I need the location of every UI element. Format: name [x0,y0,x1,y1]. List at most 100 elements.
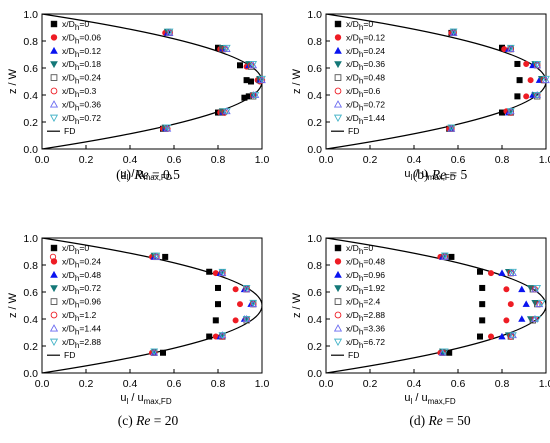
data-point [523,60,530,67]
label-subscript: l [411,173,413,182]
legend-label: x/Dh=1.44 [62,323,101,336]
label-subscript: h [359,77,363,86]
y-tick-label: 0.4 [23,90,38,102]
data-point [479,301,486,308]
caption-label: Re [428,413,443,428]
data-point [509,268,517,276]
data-point [163,124,172,132]
data-point [258,75,266,83]
data-point [533,285,542,292]
label-main: x/D [62,99,75,109]
legend-marker [49,338,59,347]
label-subscript: h [359,274,363,283]
data-point [150,348,159,356]
legend-value: =1.44 [363,113,385,123]
label-main: x/D [62,256,75,266]
legend-value: =0.48 [79,270,101,280]
data-point [506,44,515,52]
label-main: x/D [346,46,359,56]
y-tick-label: 0.2 [23,117,38,129]
label-main: x/D [62,297,75,307]
data-point [222,44,231,52]
label-main: x/D [346,73,359,83]
label-subscript: h [75,247,79,256]
label-subscript: max,FD [144,173,172,182]
label-main: x/D [62,86,75,96]
y-tick-label: 0.0 [23,368,38,380]
legend-marker [333,114,343,123]
panel-caption: (d) Re = 50 [409,413,470,428]
legend-marker [334,46,342,54]
x-tick-label: 1.0 [539,154,550,166]
x-axis-label: ul / umax,FD [404,168,455,182]
label-subscript: h [75,50,79,59]
caption-prefix: (a) [116,167,134,182]
label-main: u [404,392,410,404]
legend-marker [334,258,342,265]
label-subscript: h [359,247,363,256]
legend-value: =0.18 [79,59,101,69]
label-subscript: h [359,90,363,99]
data-point [518,285,526,293]
legend-marker [50,61,58,69]
legend-label: x/Dh=0.48 [346,73,385,86]
label-main: x/D [62,19,75,29]
label-subscript: l [411,397,413,406]
data-point [241,94,248,101]
label-subscript: h [359,287,363,296]
chart-panel: 0.0 0.2 0.4 0.6 0.8 1.0 0.0 0.2 0.4 0.6 0.8 1.0 z / … [291,9,550,182]
y-tick-label: 1.0 [23,233,38,245]
data-point [162,253,169,260]
legend-marker [334,74,342,81]
data-point [218,268,227,276]
legend-label: x/Dh=0 [346,243,373,256]
legend-marker [334,285,342,293]
label-subscript: h [359,327,363,336]
legend-label: x/Dh=1.44 [346,113,385,126]
label-main: x/D [346,86,359,96]
legend-marker [334,34,342,41]
y-axis-label: z / W [7,68,19,94]
legend-label: x/Dh=0.72 [62,283,101,296]
legend-marker [334,20,342,28]
x-tick-label: 0.2 [79,378,94,390]
legend-label: x/Dh=0.6 [346,86,381,99]
legend-marker [333,100,343,108]
data-point [503,317,510,324]
x-axis-label: ul / umax,FD [120,168,171,182]
y-tick-label: 0.8 [23,36,38,48]
data-point [527,77,534,84]
legend-label: x/Dh=2.88 [62,337,101,350]
data-point [503,286,510,293]
x-tick-label: 0.0 [35,154,50,166]
data-point [479,284,486,291]
legend-label: x/Dh=0.12 [62,46,101,59]
data-point [206,333,213,340]
legend-label: x/Dh=0 [62,243,89,256]
y-tick-label: 0.6 [23,287,38,299]
data-point [440,348,449,356]
label-main: x/D [346,337,359,347]
data-point [249,299,258,307]
y-tick-label: 1.0 [23,9,38,21]
label-subscript: h [359,301,363,310]
label-subscript: h [75,90,79,99]
legend-value: =0.06 [79,32,101,42]
legend-marker [334,270,342,278]
label-main: x/D [346,310,359,320]
label-main: x/D [62,113,75,123]
data-point [232,317,239,324]
x-tick-label: 1.0 [539,378,550,390]
data-point [522,300,530,307]
label-subscript: h [75,314,79,323]
legend-label: x/Dh=0.24 [346,46,385,59]
data-point [506,108,515,116]
data-point [446,349,453,356]
y-tick-label: 1.0 [307,9,322,21]
y-tick-label: 0.4 [307,314,322,326]
legend-marker [49,100,59,108]
x-tick-label: 0.4 [123,154,138,166]
caption-prefix: (d) [409,413,428,428]
label-main: x/D [62,283,75,293]
x-axis-label: ul / umax,FD [404,392,455,406]
